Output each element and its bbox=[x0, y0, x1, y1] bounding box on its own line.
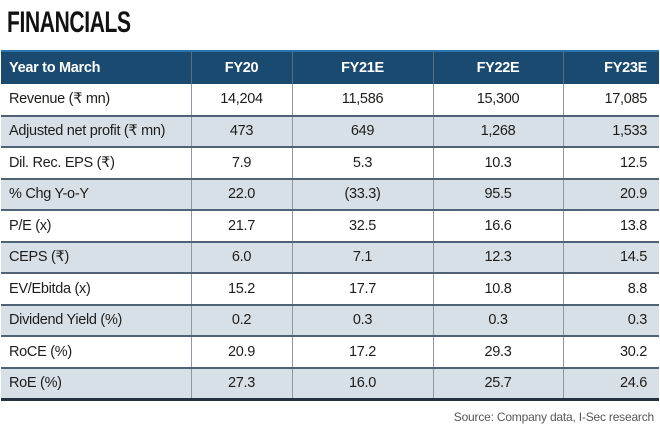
row-label: RoE (%) bbox=[1, 366, 191, 399]
cell-value: 17.7 bbox=[291, 272, 433, 305]
table-row-ev-ebitda: EV/Ebitda (x) 15.2 17.7 10.8 8.8 bbox=[1, 272, 659, 305]
table-row-dil-rec-eps: Dil. Rec. EPS (₹) 7.9 5.3 10.3 12.5 bbox=[1, 146, 659, 179]
cell-value: 11,586 bbox=[291, 84, 433, 116]
column-header-fy20: FY20 bbox=[190, 51, 292, 84]
cell-value: 95.5 bbox=[432, 177, 563, 210]
cell-value: 1,533 bbox=[562, 114, 659, 147]
cell-value: 16.0 bbox=[291, 366, 433, 399]
cell-value: 27.3 bbox=[190, 366, 292, 399]
row-label: Dil. Rec. EPS (₹) bbox=[1, 146, 191, 179]
cell-value: 25.7 bbox=[432, 366, 563, 399]
financials-table: Year to March FY20 FY21E FY22E FY23E Rev… bbox=[1, 50, 659, 401]
cell-value: 649 bbox=[291, 114, 433, 147]
cell-value: 12.5 bbox=[562, 146, 659, 179]
row-label: Adjusted net profit (₹ mn) bbox=[1, 114, 191, 147]
row-label: EV/Ebitda (x) bbox=[1, 272, 191, 305]
column-header-fy22e: FY22E bbox=[432, 51, 563, 84]
cell-value: 7.9 bbox=[190, 146, 292, 179]
cell-value: 24.6 bbox=[562, 366, 659, 399]
cell-value: 22.0 bbox=[190, 177, 292, 210]
cell-value: 15,300 bbox=[432, 84, 563, 116]
cell-value: 5.3 bbox=[291, 146, 433, 179]
cell-value: 32.5 bbox=[291, 209, 433, 242]
financials-table-wrap: Year to March FY20 FY21E FY22E FY23E Rev… bbox=[1, 50, 659, 401]
table-row-roe: RoE (%) 27.3 16.0 25.7 24.6 bbox=[1, 366, 659, 399]
table-row-pe: P/E (x) 21.7 32.5 16.6 13.8 bbox=[1, 209, 659, 242]
cell-value: 14.5 bbox=[562, 240, 659, 273]
cell-value: 10.8 bbox=[432, 272, 563, 305]
table-row-revenue: Revenue (₹ mn) 14,204 11,586 15,300 17,0… bbox=[1, 84, 659, 116]
row-label: RoCE (%) bbox=[1, 335, 191, 368]
cell-value: 30.2 bbox=[562, 335, 659, 368]
cell-value: 29.3 bbox=[432, 335, 563, 368]
cell-value: 0.3 bbox=[291, 303, 433, 336]
cell-value: 0.3 bbox=[562, 303, 659, 336]
table-row-ceps: CEPS (₹) 6.0 7.1 12.3 14.5 bbox=[1, 240, 659, 273]
row-label: % Chg Y-o-Y bbox=[1, 177, 191, 210]
row-label: Revenue (₹ mn) bbox=[1, 84, 191, 116]
cell-value: 17.2 bbox=[291, 335, 433, 368]
cell-value: 12.3 bbox=[432, 240, 563, 273]
row-label: CEPS (₹) bbox=[1, 240, 191, 273]
cell-value: 13.8 bbox=[562, 209, 659, 242]
cell-value: 0.3 bbox=[432, 303, 563, 336]
cell-value: 14,204 bbox=[190, 84, 292, 116]
cell-value: 8.8 bbox=[562, 272, 659, 305]
cell-value: 473 bbox=[190, 114, 292, 147]
cell-value: (33.3) bbox=[291, 177, 433, 210]
source-attribution: Source: Company data, I-Sec research bbox=[453, 410, 654, 424]
cell-value: 6.0 bbox=[190, 240, 292, 273]
cell-value: 0.2 bbox=[190, 303, 292, 336]
table-row-adjusted-net-profit: Adjusted net profit (₹ mn) 473 649 1,268… bbox=[1, 114, 659, 147]
cell-value: 17,085 bbox=[562, 84, 659, 116]
cell-value: 20.9 bbox=[190, 335, 292, 368]
cell-value: 1,268 bbox=[432, 114, 563, 147]
cell-value: 21.7 bbox=[190, 209, 292, 242]
page-title: FINANCIALS bbox=[7, 6, 131, 39]
table-row-pct-chg-yoy: % Chg Y-o-Y 22.0 (33.3) 95.5 20.9 bbox=[1, 177, 659, 210]
cell-value: 10.3 bbox=[432, 146, 563, 179]
column-header-year-to-march: Year to March bbox=[1, 51, 191, 84]
cell-value: 16.6 bbox=[432, 209, 563, 242]
row-label: P/E (x) bbox=[1, 209, 191, 242]
table-header-row: Year to March FY20 FY21E FY22E FY23E bbox=[1, 51, 659, 84]
table-row-roce: RoCE (%) 20.9 17.2 29.3 30.2 bbox=[1, 335, 659, 368]
row-label: Dividend Yield (%) bbox=[1, 303, 191, 336]
column-header-fy21e: FY21E bbox=[291, 51, 433, 84]
cell-value: 15.2 bbox=[190, 272, 292, 305]
cell-value: 20.9 bbox=[562, 177, 659, 210]
column-header-fy23e: FY23E bbox=[562, 51, 659, 84]
cell-value: 7.1 bbox=[291, 240, 433, 273]
table-row-dividend-yield: Dividend Yield (%) 0.2 0.3 0.3 0.3 bbox=[1, 303, 659, 336]
